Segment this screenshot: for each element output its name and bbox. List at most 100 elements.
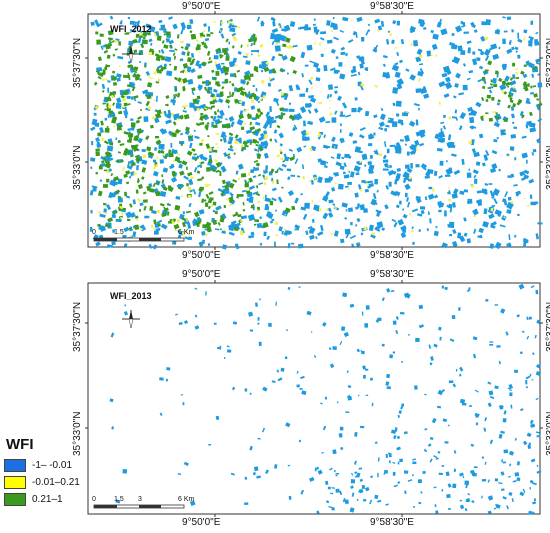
wfi-patch	[214, 159, 218, 163]
wfi-patch	[451, 32, 455, 36]
wfi-patch	[401, 360, 403, 363]
wfi-patch	[155, 191, 161, 197]
wfi-patch	[470, 443, 475, 447]
wfi-patch	[309, 179, 312, 183]
wfi-patch	[373, 132, 376, 136]
wfi-patch	[121, 97, 126, 102]
wfi-patch	[170, 98, 177, 104]
wfi-patch	[461, 158, 465, 165]
wfi-patch	[396, 168, 401, 172]
wfi-patch	[490, 43, 498, 50]
wfi-patch	[263, 231, 267, 237]
wfi-patch	[219, 228, 222, 231]
legend-item-mid: -0.01–0.21	[4, 476, 80, 489]
wfi-patch	[356, 217, 361, 223]
wfi-patch	[95, 137, 101, 143]
wfi-patch	[376, 221, 384, 229]
wfi-patch	[147, 82, 153, 88]
wfi-patch	[489, 167, 497, 174]
wfi-patch	[337, 95, 342, 102]
wfi-patch	[259, 216, 263, 220]
wfi-patch	[481, 495, 483, 499]
wfi-patch	[330, 30, 333, 32]
wfi-patch	[525, 375, 531, 380]
wfi-patch	[203, 23, 207, 27]
wfi-patch	[182, 231, 186, 236]
wfi-patch	[255, 162, 261, 167]
wfi-patch	[526, 335, 530, 340]
wfi-patch	[167, 220, 172, 224]
wfi-patch	[148, 106, 152, 111]
wfi-patch	[507, 175, 512, 179]
wfi-patch	[429, 458, 433, 463]
wfi-patch	[130, 122, 136, 128]
wfi-patch	[161, 40, 165, 44]
wfi-patch	[99, 33, 104, 37]
wfi-patch	[332, 449, 337, 455]
wfi-patch	[317, 176, 323, 184]
wfi-patch	[111, 241, 116, 246]
wfi-patch	[361, 350, 365, 355]
wfi-patch	[446, 204, 451, 209]
wfi-patch	[271, 67, 277, 74]
wfi-patch	[242, 209, 246, 212]
wfi-patch	[521, 330, 525, 333]
wfi-patch	[288, 108, 295, 113]
wfi-patch	[258, 224, 265, 229]
wfi-patch	[411, 474, 415, 477]
wfi-patch	[301, 73, 304, 78]
wfi-patch	[279, 149, 282, 152]
wfi-patch	[444, 81, 453, 90]
wfi-patch	[510, 134, 517, 139]
wfi-patch	[412, 461, 417, 465]
wfi-patch	[418, 18, 425, 25]
wfi-patch	[104, 212, 107, 215]
wfi-patch	[475, 415, 479, 418]
wfi-patch	[216, 346, 222, 350]
wfi-patch	[345, 52, 348, 57]
wfi-patch	[324, 48, 326, 50]
wfi-patch	[234, 140, 239, 145]
wfi-patch	[329, 467, 333, 471]
wfi-patch	[231, 25, 237, 28]
wfi-patch	[307, 232, 310, 235]
wfi-patch	[228, 132, 234, 137]
wfi-patch	[395, 316, 399, 320]
wfi-patch	[186, 166, 188, 171]
wfi-patch	[233, 152, 236, 155]
wfi-patch	[349, 303, 355, 308]
wfi-patch	[515, 71, 519, 75]
wfi-patch	[176, 92, 181, 98]
wfi-patch	[132, 72, 137, 78]
wfi-patch	[452, 202, 456, 208]
wfi-patch	[379, 113, 386, 121]
wfi-patch	[205, 80, 210, 86]
wfi-patch	[406, 167, 413, 173]
wfi-patch	[354, 471, 358, 475]
wfi-patch	[213, 169, 216, 172]
wfi-patch	[107, 98, 112, 102]
wfi-patch	[392, 102, 396, 107]
wfi-patch	[299, 387, 303, 390]
scale-bar-2013	[93, 504, 185, 509]
wfi-patch	[246, 81, 250, 86]
wfi-patch	[191, 90, 195, 96]
wfi-patch	[359, 150, 363, 154]
wfi-patch	[175, 196, 181, 200]
wfi-patch	[271, 187, 277, 192]
wfi-patch	[116, 124, 122, 130]
wfi-patch	[150, 124, 154, 129]
wfi-patch	[262, 386, 268, 392]
wfi-patch	[112, 53, 116, 57]
wfi-patch	[495, 70, 499, 75]
wfi-patch	[101, 72, 106, 76]
wfi-patch	[521, 135, 527, 139]
wfi-patch	[117, 151, 122, 154]
wfi-patch	[194, 314, 198, 318]
wfi-patch	[494, 478, 499, 482]
wfi-patch	[519, 351, 523, 355]
wfi-patch	[392, 471, 396, 476]
wfi-patch	[395, 147, 402, 154]
wfi-patch	[306, 44, 313, 51]
wfi-patch	[224, 71, 229, 76]
